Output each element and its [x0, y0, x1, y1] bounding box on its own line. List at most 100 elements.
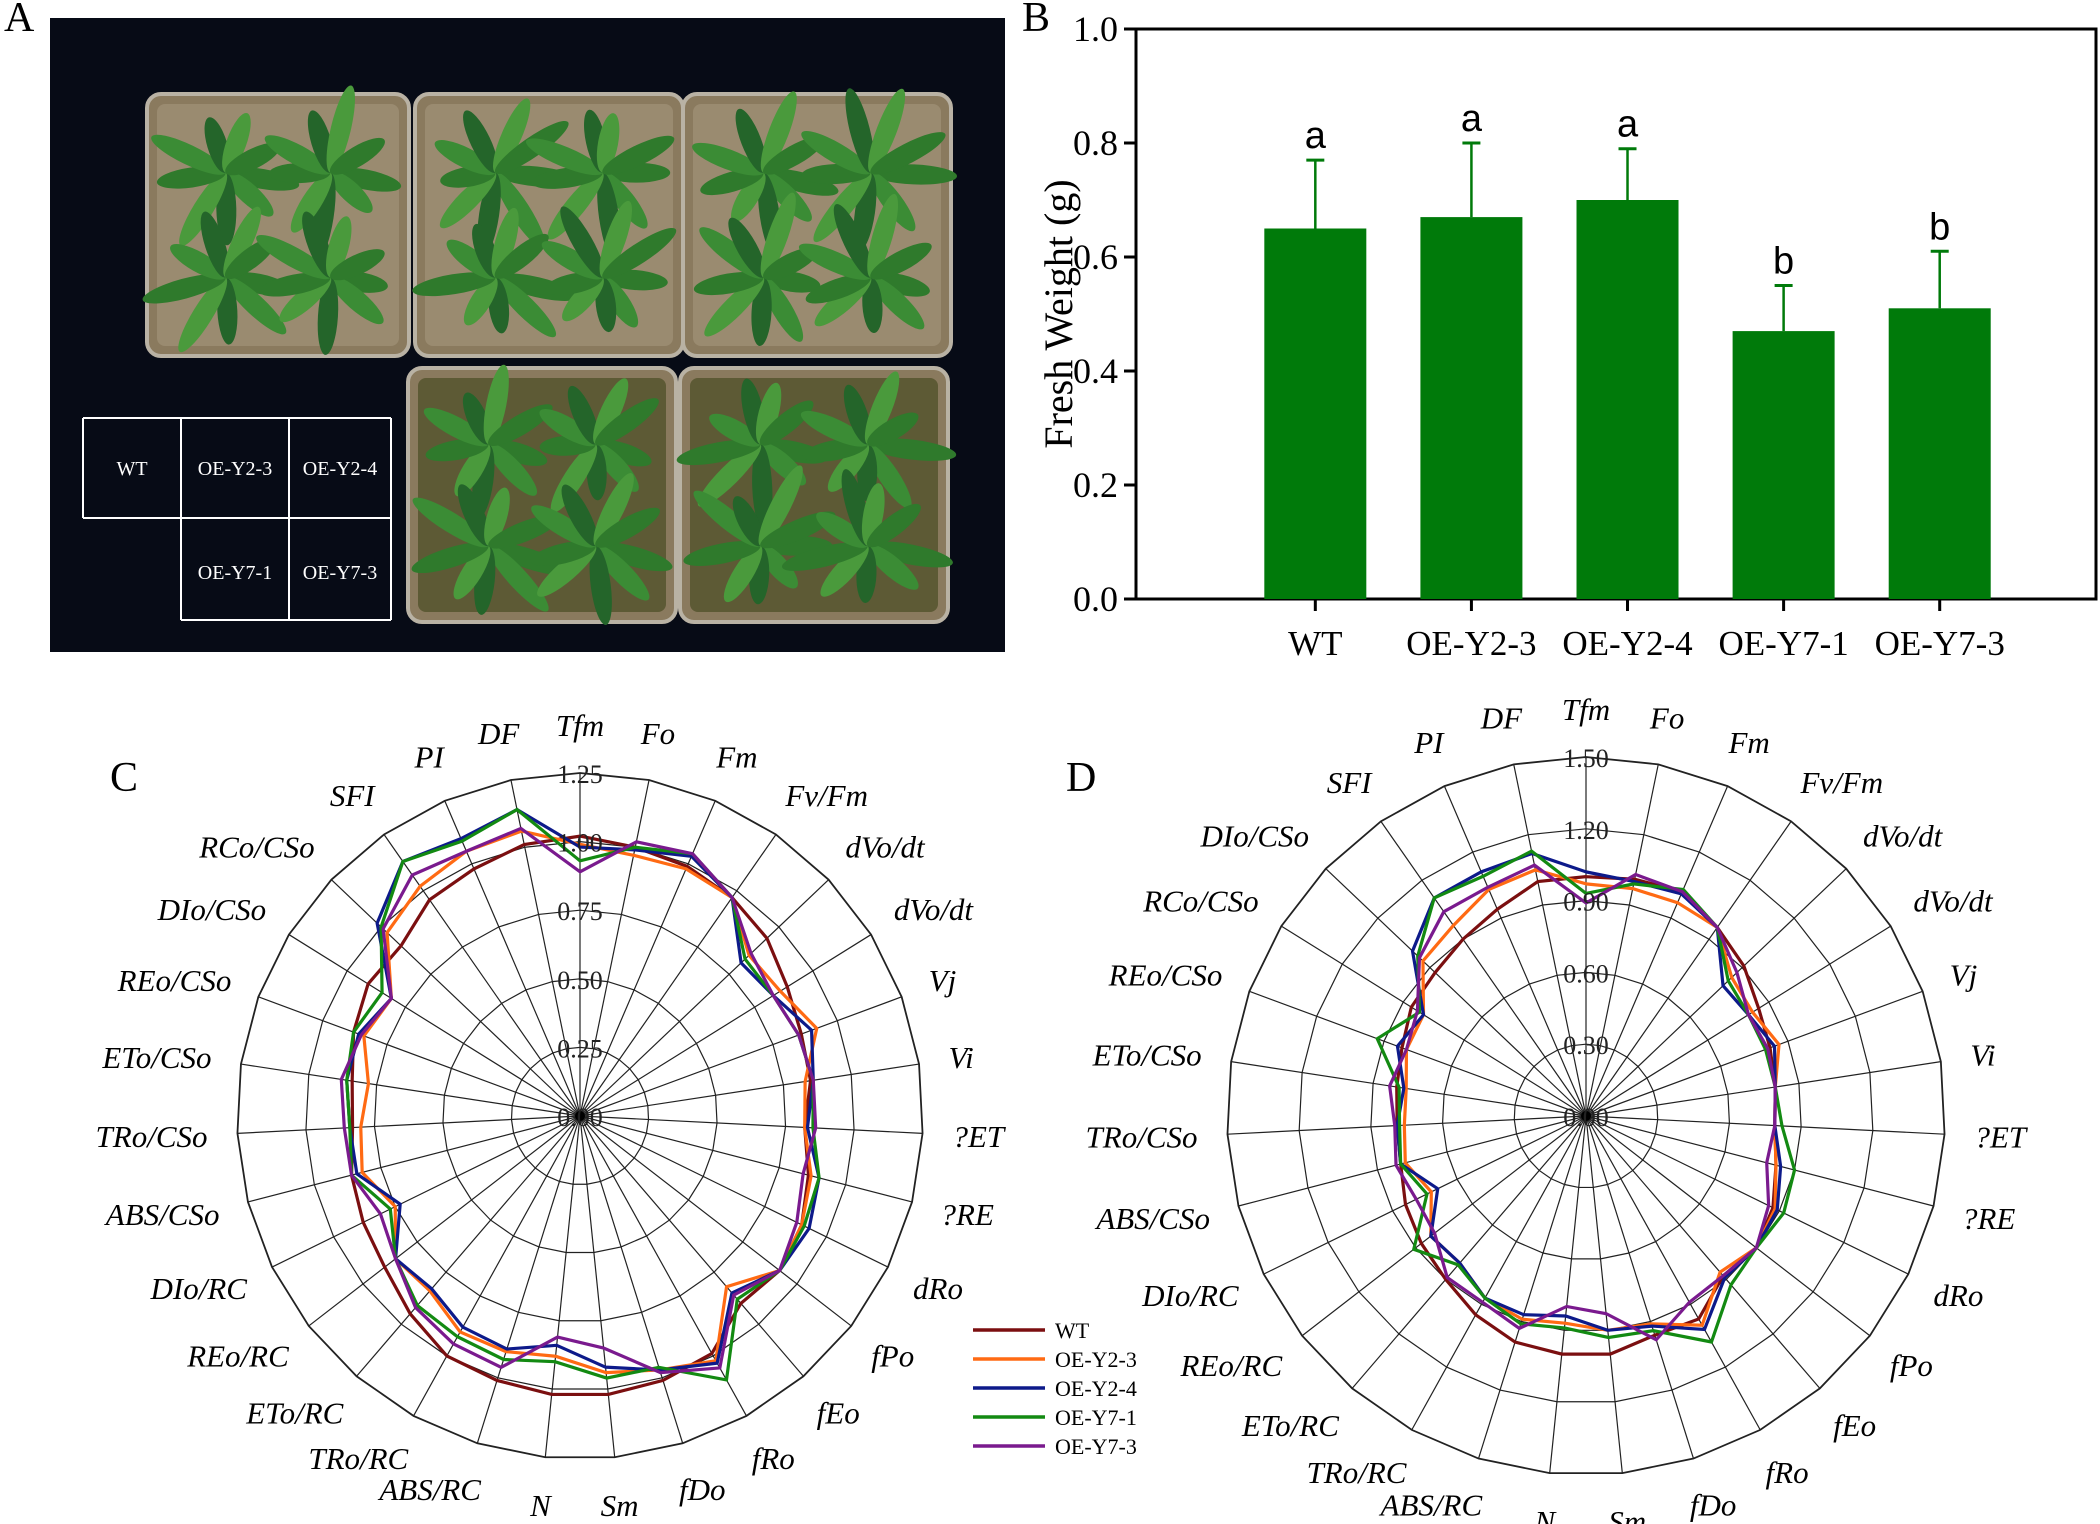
radar-ring [1441, 971, 1731, 1260]
radar-spoke [1477, 1115, 1587, 1459]
rosette-leaf [330, 249, 385, 281]
y-axis-label: Fresh Weight (g) [1036, 179, 1081, 448]
rosette-leaf [326, 85, 355, 173]
radar-spoke [579, 1115, 852, 1327]
axis-label: REo/RC [1180, 1348, 1283, 1383]
rosette-leaf [567, 385, 599, 445]
rosette-leaf [547, 172, 604, 240]
rosette-leaf [704, 276, 765, 337]
axis-label: ?ET [952, 1119, 1006, 1154]
ring-label: 0.75 [557, 897, 603, 926]
y-tick-label: 1.0 [1073, 9, 1118, 49]
axis-label: ABS/RC [1379, 1487, 1483, 1522]
rosette-leaf [593, 473, 634, 547]
radar-spoke [1281, 925, 1587, 1117]
radar-ring [1298, 828, 1874, 1403]
rosette-leaf [816, 511, 869, 548]
axis-label: N [1533, 1504, 1557, 1524]
rosette-leaf [225, 142, 281, 176]
axis-label: N [529, 1488, 553, 1523]
rosette-leaf [494, 276, 557, 338]
axis-label: ETo/RC [1241, 1408, 1339, 1443]
radar-spoke [1549, 1115, 1587, 1474]
rosette-leaf [800, 410, 868, 447]
axis-label: TRo/CSo [96, 1119, 208, 1154]
rosette-leaf [781, 542, 868, 571]
rosette-leaf [483, 364, 509, 445]
rosette-leaf [541, 241, 603, 280]
significance-letter: a [1461, 98, 1483, 140]
radar-series-oe-y7-3 [1387, 863, 1777, 1342]
radar-spoke [579, 996, 902, 1117]
legend-label: OE-Y2-4 [1055, 1376, 1137, 1401]
rosette-leaf [539, 409, 597, 447]
legend-label: WT [1055, 1318, 1090, 1343]
legend-label: OE-Y2-3 [1055, 1347, 1137, 1372]
axis-label: dVo/dt [845, 830, 926, 865]
x-tick-label: OE-Y2-4 [1562, 624, 1692, 663]
rosette-leaf [487, 443, 538, 496]
rosette-leaf [412, 272, 496, 297]
ring-label: 0.50 [557, 966, 603, 995]
rosette-leaf [870, 242, 932, 280]
radar-chart-c: 0.00 0.25 0.50 0.75 1.00 1.25 Tfm Fo Fm Fv/Fm dVo/… [96, 708, 1007, 1523]
radar-spoke [1585, 1115, 1623, 1474]
rosette-leaf [870, 272, 930, 297]
rosette-leaf [589, 545, 612, 625]
radar-spoke [579, 834, 777, 1117]
rosette-leaf [290, 172, 333, 233]
y-tick-label: 0.4 [1073, 351, 1118, 391]
radar-spoke [1585, 1115, 1821, 1389]
panel-letter-d: D [1066, 755, 1097, 801]
axis-label: REo/RC [186, 1338, 289, 1373]
rosette-leaf [561, 484, 598, 547]
rosette-leaf [317, 277, 339, 355]
rosette-leaf [862, 277, 883, 334]
radar-spoke [1411, 1115, 1587, 1431]
grid-label: OE-Y7-3 [303, 562, 377, 584]
axis-label: fDo [679, 1472, 726, 1507]
radar-spoke [1585, 925, 1891, 1117]
axis-label: REo/CSo [1108, 958, 1223, 993]
radar-spoke [288, 934, 581, 1117]
rosette-leaf [700, 168, 764, 196]
rosette-leaf [264, 135, 331, 175]
radar-spoke [1325, 868, 1587, 1117]
radar-spoke [579, 879, 830, 1117]
radar-spoke [1380, 821, 1587, 1117]
radar-center [575, 1111, 585, 1121]
bar [1576, 200, 1679, 599]
axis-label: dVo/dt [1863, 819, 1944, 854]
radar-spoke [237, 1115, 581, 1134]
axis-label: TRo/RC [1307, 1455, 1407, 1490]
bar [1420, 217, 1523, 599]
axis-label: fPo [871, 1338, 914, 1373]
rosette-leaf [223, 206, 262, 278]
axis-label: fDo [1690, 1487, 1737, 1522]
rosette-leaf [731, 172, 766, 223]
radar-spoke [247, 1115, 581, 1203]
axis-label: Fv/Fm [784, 778, 868, 813]
axis-label: ABS/CSo [1094, 1201, 1210, 1236]
radar-spoke [579, 1115, 889, 1268]
radar-spoke [1585, 1115, 1761, 1431]
axis-label: DIo/CSo [1200, 819, 1310, 854]
grid-label: OE-Y2-4 [303, 458, 377, 480]
significance-letter: b [1773, 241, 1794, 283]
axis-label: Tfm [556, 708, 604, 743]
radar-spoke [1443, 785, 1587, 1117]
bar [1732, 331, 1835, 599]
rosette-leaf [599, 200, 633, 278]
legend-label: OE-Y7-3 [1055, 1434, 1137, 1459]
axis-label: Sm [601, 1488, 639, 1523]
axis-label: dVo/dt [894, 892, 975, 927]
rosette-leaf [488, 439, 548, 466]
rosette-leaf [411, 542, 489, 574]
rosette-leaf [562, 276, 604, 322]
radar-spoke [1513, 764, 1587, 1117]
radar-ring [1370, 899, 1802, 1331]
panel-letter-b: B [1022, 0, 1051, 41]
rosette-leaf [302, 211, 334, 278]
radar-spoke [1227, 1115, 1587, 1135]
axis-label: PI [1413, 725, 1445, 760]
